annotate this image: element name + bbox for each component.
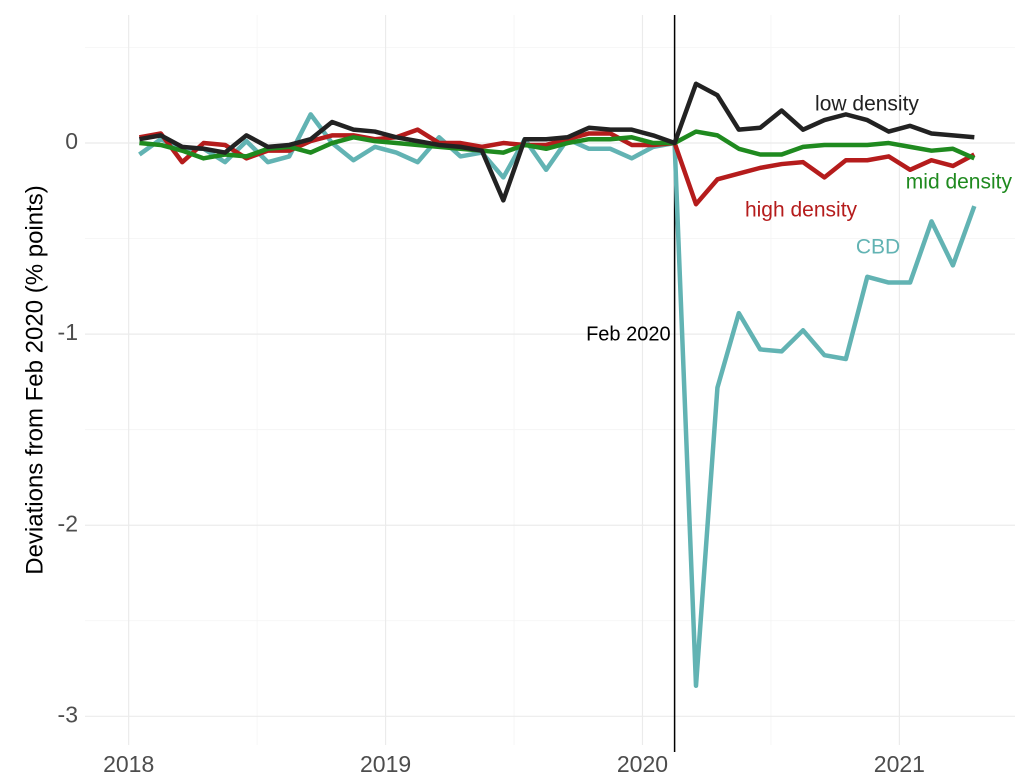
- y-tick-label: -3: [58, 701, 78, 727]
- x-tick-label: 2018: [103, 751, 154, 777]
- series-line: [138, 127, 976, 207]
- x-tick-label: 2020: [617, 751, 668, 777]
- series-label: low density: [815, 93, 919, 116]
- x-tick-label: 2019: [360, 751, 411, 777]
- series-label: CBD: [856, 236, 900, 259]
- series-line: [138, 81, 975, 203]
- y-axis-label: Deviations from Feb 2020 (% points): [21, 185, 48, 575]
- y-tick-label: 0: [65, 128, 78, 154]
- y-tick-label: -1: [58, 319, 78, 345]
- y-tick-label: -2: [58, 510, 78, 536]
- series-line: [138, 112, 977, 689]
- series-label: mid density: [906, 171, 1013, 194]
- series-label: high density: [745, 199, 858, 222]
- reference-label: Feb 2020: [586, 323, 671, 345]
- x-tick-label: 2021: [874, 751, 925, 777]
